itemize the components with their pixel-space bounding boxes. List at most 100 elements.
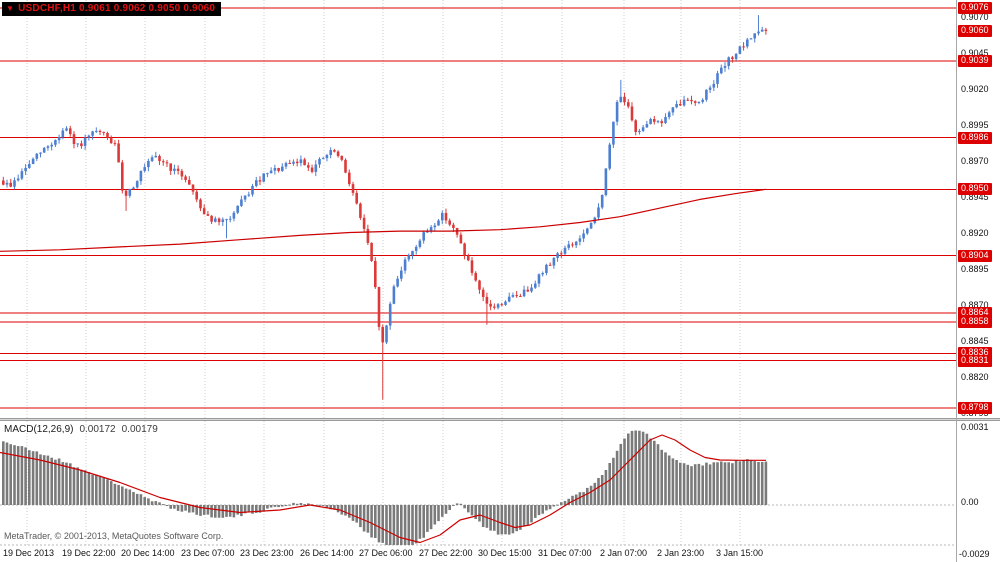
macd-signal-value: 0.00179 [121, 424, 158, 435]
candle-body [667, 112, 671, 118]
macd-bar [608, 463, 611, 505]
price-tick-label: 0.8870 [961, 300, 989, 310]
macd-bar [675, 460, 678, 505]
macd-bar [537, 505, 541, 516]
macd-bar [400, 505, 403, 545]
macd-bar [493, 505, 496, 531]
price-tick-label: 0.9045 [961, 48, 989, 58]
macd-bar [686, 464, 690, 505]
candle-body [42, 147, 46, 153]
candle-body [273, 168, 277, 171]
macd-bar [738, 461, 742, 505]
macd-bar [638, 430, 641, 505]
macd-bar [422, 505, 425, 538]
price-axis[interactable]: 0.0031 0.00 -0.0029 0.9070 0.9045 0.9020 0.… [957, 0, 1000, 562]
symbol-ohlc-text: USDCHF,H1 0.9061 0.9062 0.9050 0.9060 [18, 3, 216, 14]
candle-body [295, 161, 299, 164]
candle-body [723, 66, 727, 68]
candle-body [121, 162, 124, 191]
down-arrow-icon: ▼ [6, 3, 15, 13]
macd-bar [693, 464, 697, 505]
candle-body [511, 295, 515, 297]
candle-body [87, 135, 91, 138]
macd-bar [80, 469, 83, 505]
macd-bar [35, 451, 39, 505]
copyright-text: MetaTrader, © 2001-2013, MetaQuotes Soft… [4, 531, 224, 541]
macd-bar [95, 474, 98, 505]
candle-body [679, 104, 682, 106]
macd-bar [593, 482, 597, 505]
macd-bar [578, 492, 582, 505]
macd-bar [496, 505, 500, 535]
macd-panel[interactable] [0, 421, 956, 546]
candle-body [734, 53, 738, 59]
candle-body [388, 303, 392, 326]
macd-bar [731, 463, 734, 505]
macd-bar [552, 505, 556, 507]
macd-bar [180, 505, 184, 512]
macd-bar [336, 505, 340, 513]
candle-body [288, 163, 291, 164]
macd-bar [273, 505, 277, 507]
candle-body [180, 170, 184, 177]
price-tick-label: 0.8845 [961, 336, 989, 346]
macd-bar [541, 505, 544, 514]
time-axis[interactable]: 19 Dec 2013 19 Dec 22:00 20 Dec 14:00 23 De… [0, 546, 956, 562]
macd-bar [600, 475, 604, 505]
candle-body [589, 222, 593, 229]
macd-bar [57, 458, 61, 505]
price-chart[interactable] [0, 0, 956, 418]
macd-bar [746, 459, 749, 505]
macd-bar [42, 455, 46, 505]
candle-body [124, 190, 128, 196]
candle-body [414, 246, 418, 251]
candle-body [5, 182, 9, 185]
macd-bar [69, 463, 72, 505]
candle-body [400, 270, 403, 279]
candle-body [619, 96, 623, 102]
candle-body [188, 180, 191, 185]
time-axis-label: 30 Dec 15:00 [478, 548, 532, 558]
macd-bar [530, 505, 533, 523]
price-tick-label: 0.9070 [961, 12, 989, 22]
candle-body [117, 143, 120, 163]
macd-bar [433, 505, 437, 525]
candle-body [329, 150, 332, 155]
macd-bar [571, 495, 574, 505]
macd-bar [143, 497, 146, 505]
candle-body [336, 151, 340, 156]
candle-body [251, 186, 254, 195]
candle-body [716, 73, 719, 84]
macd-bar [757, 462, 760, 505]
candle-body [344, 159, 347, 173]
macd-bar [28, 450, 31, 505]
macd-bar [656, 444, 660, 505]
candle-body [463, 243, 466, 256]
macd-bar [753, 461, 756, 505]
macd-bar [507, 505, 511, 535]
candles-layer [2, 15, 768, 400]
macd-bar [582, 492, 585, 505]
candle-body [269, 170, 273, 174]
macd-bar [604, 470, 608, 505]
candle-body [169, 163, 172, 171]
price-tick-label: 0.8945 [961, 192, 989, 202]
macd-bar [284, 505, 288, 507]
macd-bar [214, 505, 217, 518]
candle-body [682, 99, 686, 106]
candle-body [437, 220, 440, 226]
macd-bar [504, 505, 507, 535]
macd-bar [117, 484, 120, 505]
candle-body [764, 29, 768, 31]
macd-bar [474, 505, 477, 519]
moving-average-line[interactable] [0, 188, 767, 252]
candle-body [701, 99, 704, 102]
macd-bar [705, 462, 708, 505]
candle-body [641, 127, 645, 131]
candle-body [530, 287, 533, 292]
candle-body [645, 124, 649, 128]
panel-separator[interactable] [0, 418, 1000, 421]
candle-body [281, 166, 284, 171]
candle-body [485, 296, 489, 304]
macd-bar [199, 505, 202, 516]
